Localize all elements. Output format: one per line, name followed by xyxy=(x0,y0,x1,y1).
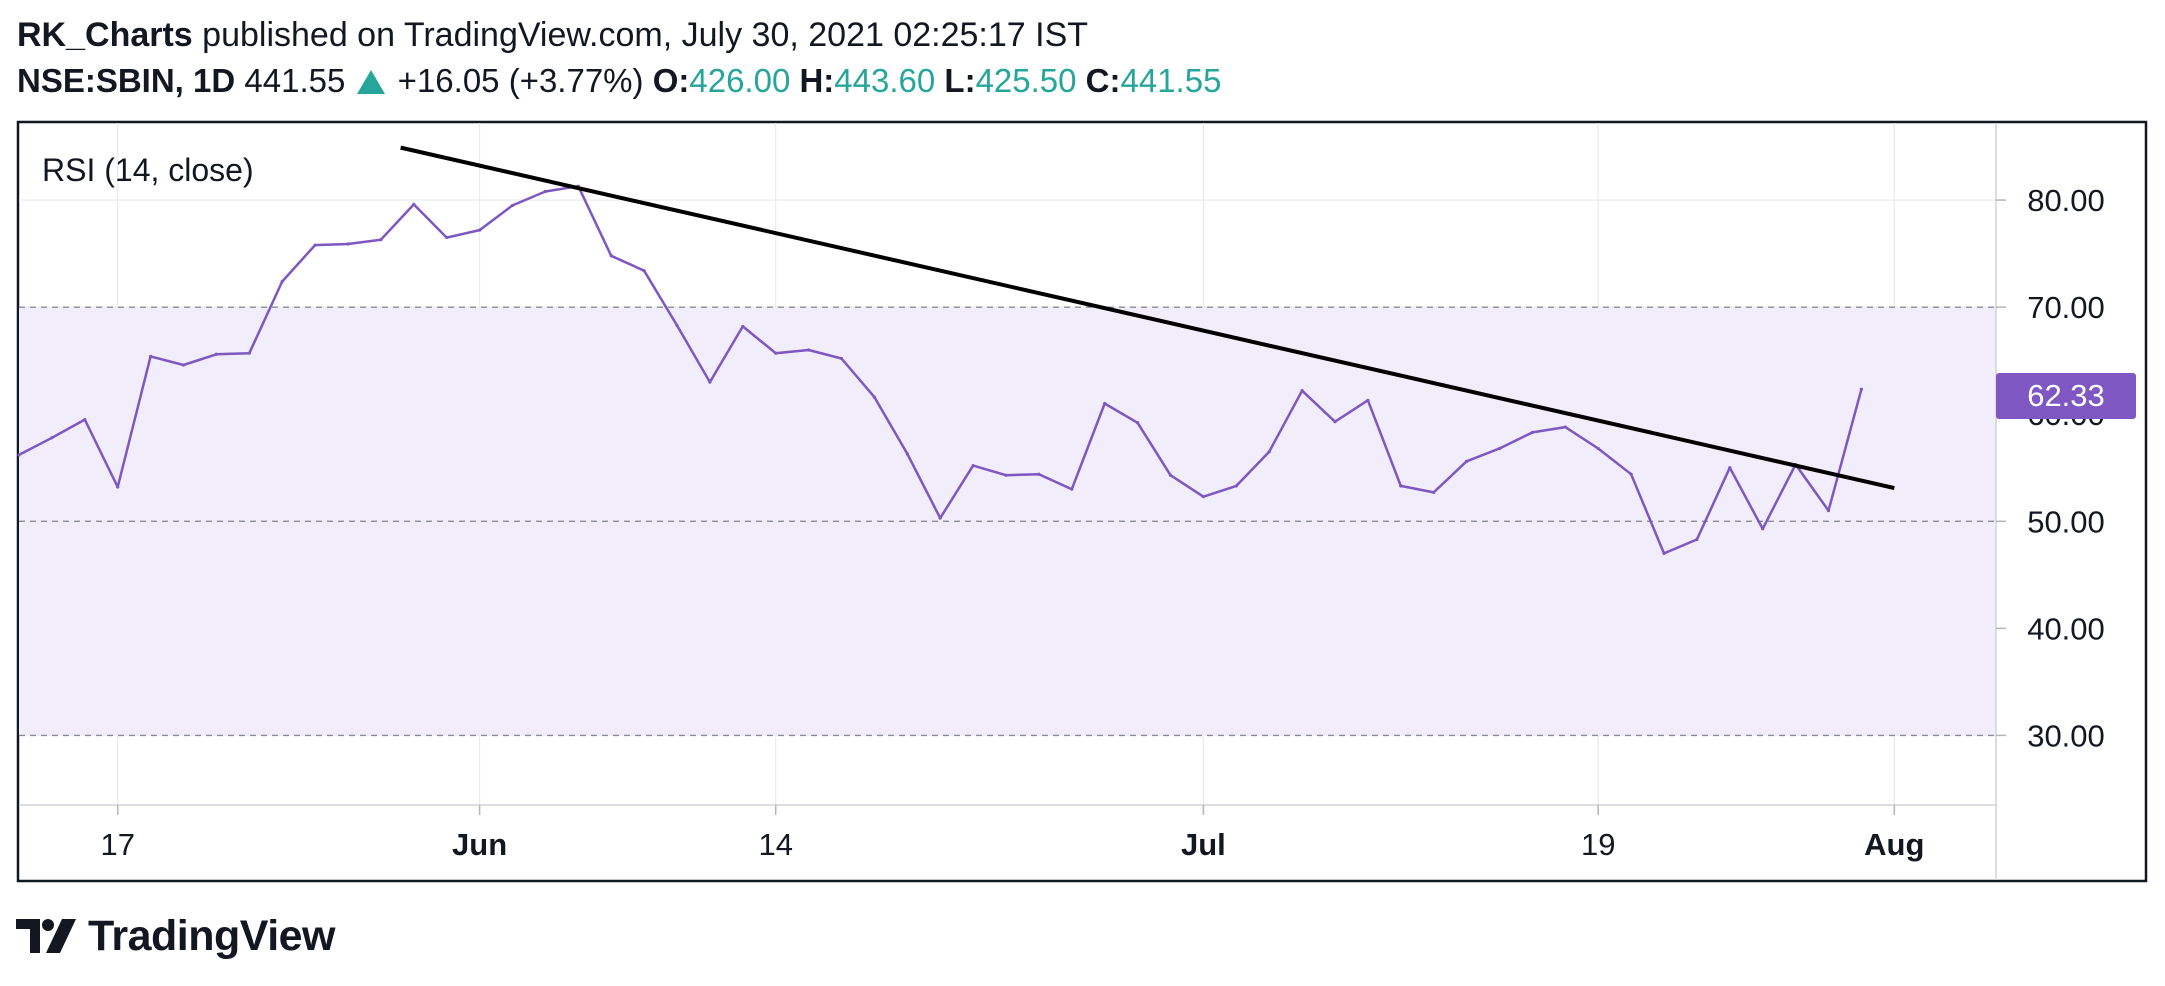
rsi-data-point xyxy=(1168,473,1173,477)
trendline[interactable] xyxy=(400,145,1895,491)
rsi-data-point xyxy=(938,516,942,520)
rsi-data-point xyxy=(1662,551,1666,555)
y-tick-label: 30.00 xyxy=(2027,718,2105,753)
rsi-data-point xyxy=(1497,446,1502,451)
y-tick-label: 50.00 xyxy=(2027,504,2105,539)
y-tick-label: 70.00 xyxy=(2027,290,2105,325)
up-arrow-icon xyxy=(356,70,385,94)
rsi-data-point xyxy=(412,202,416,206)
symbol-label: NSE:SBIN, 1D xyxy=(17,62,236,99)
rsi-data-point xyxy=(1103,401,1107,406)
rsi-data-point xyxy=(1563,425,1567,429)
rsi-data-point xyxy=(1695,537,1699,542)
rsi-data-point xyxy=(1629,472,1633,476)
rsi-data-point xyxy=(510,203,515,208)
x-tick-label: Jun xyxy=(452,827,507,862)
rsi-data-point xyxy=(609,254,613,258)
rsi-data-point xyxy=(478,228,482,232)
y-tick-label: 80.00 xyxy=(2027,183,2105,218)
rsi-data-point xyxy=(1399,484,1403,488)
rsi-data-point xyxy=(642,269,646,273)
rsi-data-point xyxy=(1004,473,1008,477)
tradingview-logo-text: TradingView xyxy=(88,911,336,960)
rsi-data-point xyxy=(247,351,251,355)
symbol-info: NSE:SBIN, 1D 441.55 +16.05 (+3.77%) O:42… xyxy=(17,60,1221,102)
rsi-data-point xyxy=(1300,389,1304,393)
publish-info: RK_Charts published on TradingView.com, … xyxy=(17,14,1088,56)
rsi-data-point xyxy=(971,464,975,468)
close-value: 441.55 xyxy=(1120,62,1222,99)
rsi-data-point xyxy=(379,238,383,242)
rsi-data-point xyxy=(774,351,778,355)
rsi-data-point xyxy=(1530,430,1534,435)
high-label: H: xyxy=(799,62,835,99)
open-label: O: xyxy=(652,62,690,99)
rsi-data-point xyxy=(1333,420,1337,424)
author-name[interactable]: RK_Charts xyxy=(17,16,193,54)
rsi-data-point xyxy=(1761,527,1765,531)
rsi-data-point xyxy=(1070,487,1074,491)
low-value: 425.50 xyxy=(975,62,1077,99)
rsi-data-point xyxy=(839,356,844,361)
rsi-data-point xyxy=(116,485,120,489)
rsi-data-point xyxy=(181,363,186,367)
rsi-data-point xyxy=(1728,466,1732,470)
high-value: 443.60 xyxy=(834,62,936,99)
rsi-data-point xyxy=(83,417,87,422)
x-tick-label: Jul xyxy=(1181,827,1226,862)
rsi-data-point xyxy=(807,348,811,352)
rsi-data-point xyxy=(1234,484,1238,488)
current-value-label: 62.33 xyxy=(2027,378,2105,413)
x-tick-label: 17 xyxy=(100,827,134,862)
rsi-data-point xyxy=(313,243,317,247)
published-text: published on TradingView.com, July 30, 2… xyxy=(202,16,1089,54)
rsi-data-point xyxy=(445,235,449,240)
rsi-data-point xyxy=(1136,421,1140,425)
rsi-data-point xyxy=(1826,508,1831,513)
price-change: +16.05 (+3.77%) xyxy=(397,62,644,99)
close-label: C: xyxy=(1085,62,1121,99)
rsi-data-point xyxy=(708,380,712,384)
x-tick-label: Aug xyxy=(1864,827,1924,862)
rsi-data-point xyxy=(1859,387,1863,391)
rsi-data-point xyxy=(17,453,21,457)
rsi-data-point xyxy=(214,352,218,356)
rsi-data-point xyxy=(50,436,54,440)
rsi-data-point xyxy=(1366,398,1370,402)
x-tick-label: 14 xyxy=(758,827,792,862)
rsi-data-point xyxy=(1596,446,1600,451)
rsi-data-point xyxy=(905,452,909,456)
x-tick-label: 19 xyxy=(1581,827,1615,862)
rsi-data-point xyxy=(149,354,153,359)
indicator-title: RSI (14, close) xyxy=(42,152,254,188)
last-price: 441.55 xyxy=(244,62,346,99)
low-label: L: xyxy=(944,62,976,99)
rsi-data-point xyxy=(1267,450,1271,454)
rsi-data-point xyxy=(741,324,745,329)
rsi-data-point xyxy=(1432,490,1436,494)
rsi-data-point xyxy=(1201,495,1205,499)
rsi-data-point xyxy=(346,242,350,246)
open-value: 426.00 xyxy=(689,62,791,99)
rsi-data-point xyxy=(1037,472,1041,476)
rsi-data-point xyxy=(543,189,548,194)
rsi-band-background xyxy=(19,307,1996,736)
current-value-badge xyxy=(1996,373,2136,419)
rsi-data-point xyxy=(675,323,679,327)
y-tick-label: 40.00 xyxy=(2027,611,2105,646)
tradingview-logo[interactable]: TradingView xyxy=(16,911,336,960)
rsi-data-point xyxy=(872,395,877,399)
tradingview-logo-icon xyxy=(16,919,76,953)
rsi-data-point xyxy=(280,279,284,284)
rsi-data-point xyxy=(1465,459,1469,463)
